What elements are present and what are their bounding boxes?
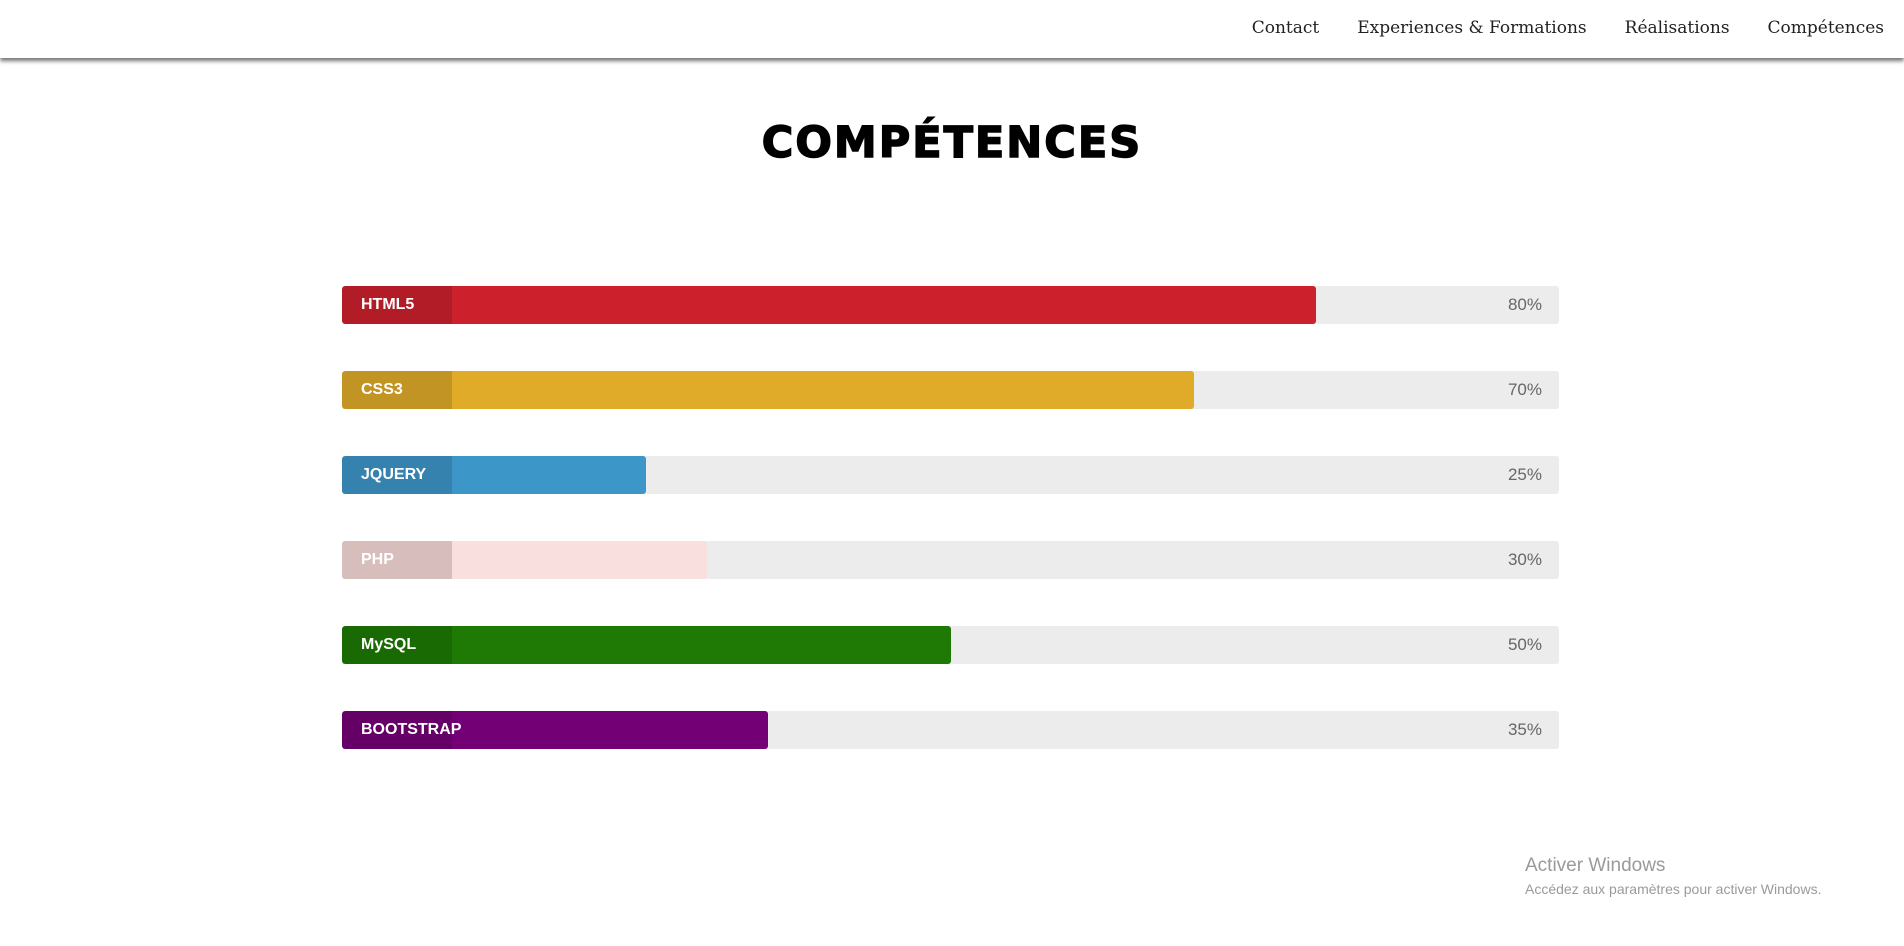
windows-activation-watermark: Activer Windows Accédez aux paramètres p… bbox=[1525, 855, 1821, 897]
skill-bar-css3: CSS3 70% bbox=[342, 371, 1559, 409]
top-navbar: Contact Experiences & Formations Réalisa… bbox=[0, 0, 1904, 58]
skill-fill bbox=[342, 456, 647, 494]
skill-label: CSS3 bbox=[342, 371, 452, 409]
skill-bar-jquery: JQUERY 25% bbox=[342, 456, 1559, 494]
skill-fill bbox=[342, 286, 1316, 324]
skill-fill bbox=[342, 371, 1194, 409]
nav-link-realisations[interactable]: Réalisations bbox=[1624, 18, 1730, 38]
windows-activation-title: Activer Windows bbox=[1525, 855, 1666, 876]
skill-label: MySQL bbox=[342, 626, 452, 664]
nav-links: Contact Experiences & Formations Réalisa… bbox=[1252, 18, 1884, 38]
skill-percent: 30% bbox=[1507, 550, 1542, 569]
windows-activation-subtitle: Accédez aux paramètres pour activer Wind… bbox=[1525, 881, 1822, 897]
skill-label: PHP bbox=[342, 541, 452, 579]
skill-percent: 80% bbox=[1507, 295, 1542, 314]
nav-link-competences[interactable]: Compétences bbox=[1767, 18, 1884, 38]
skill-label: HTML5 bbox=[342, 286, 452, 324]
skill-fill bbox=[342, 711, 768, 749]
skills-list: HTML5 80% CSS3 70% JQUERY 25% PHP 30% My… bbox=[342, 286, 1559, 796]
nav-link-experiences-formations[interactable]: Experiences & Formations bbox=[1357, 18, 1587, 38]
skill-label: BOOTSTRAP bbox=[342, 711, 461, 749]
skill-bar-mysql: MySQL 50% bbox=[342, 626, 1559, 664]
skill-bar-bootstrap: BOOTSTRAP 35% bbox=[342, 711, 1559, 749]
skill-percent: 70% bbox=[1507, 380, 1542, 399]
skill-bar-php: PHP 30% bbox=[342, 541, 1559, 579]
nav-link-contact[interactable]: Contact bbox=[1251, 18, 1320, 38]
skill-fill bbox=[342, 626, 951, 664]
skill-bar-html5: HTML5 80% bbox=[342, 286, 1559, 324]
skill-percent: 35% bbox=[1507, 720, 1542, 739]
page-title: COMPÉTENCES bbox=[761, 117, 1143, 169]
skill-label: JQUERY bbox=[342, 456, 452, 494]
skill-percent: 50% bbox=[1507, 635, 1542, 654]
skill-percent: 25% bbox=[1507, 465, 1542, 484]
